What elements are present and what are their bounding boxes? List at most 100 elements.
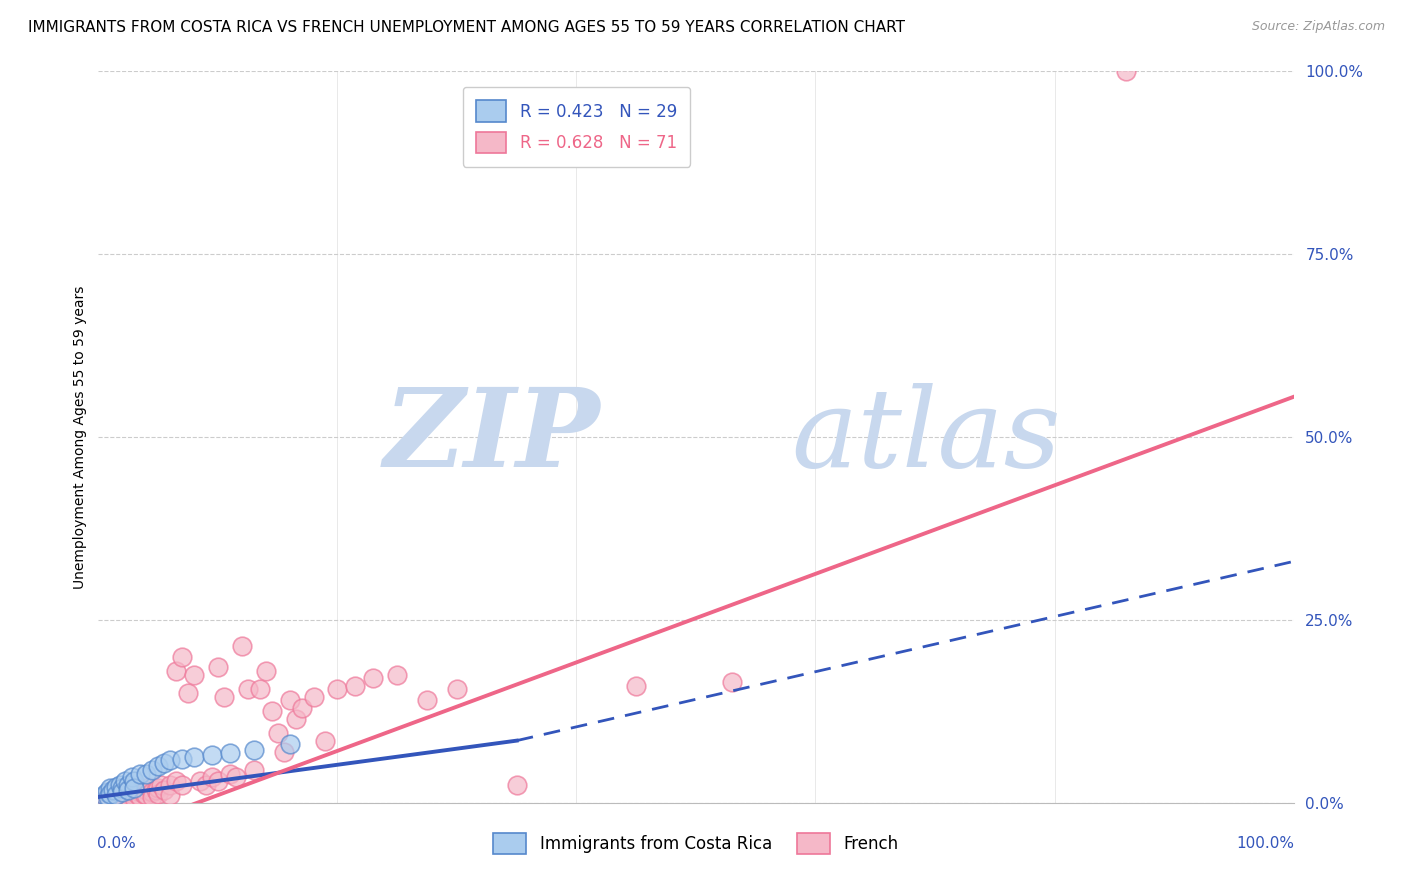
Point	[111, 781, 134, 796]
Point	[363, 672, 385, 686]
Point	[148, 787, 170, 801]
Point	[98, 789, 122, 803]
Point	[129, 766, 152, 780]
Point	[141, 785, 163, 799]
Point	[219, 746, 242, 760]
Point	[385, 667, 409, 681]
Point	[212, 690, 235, 704]
Point	[207, 660, 229, 674]
Point	[117, 782, 139, 797]
Point	[219, 766, 242, 780]
Text: 0.0%: 0.0%	[97, 836, 136, 851]
Point	[506, 778, 529, 792]
Point	[96, 785, 118, 799]
Point	[111, 789, 134, 803]
Point	[101, 789, 124, 804]
Point	[195, 778, 218, 792]
Point	[177, 686, 200, 700]
Point	[145, 782, 167, 797]
Point	[236, 682, 259, 697]
Point	[105, 780, 128, 794]
Point	[284, 712, 307, 726]
Text: IMMIGRANTS FROM COSTA RICA VS FRENCH UNEMPLOYMENT AMONG AGES 55 TO 59 YEARS CORR: IMMIGRANTS FROM COSTA RICA VS FRENCH UNE…	[28, 20, 905, 35]
Point	[159, 778, 181, 792]
Point	[135, 789, 157, 803]
Point	[93, 792, 115, 806]
Point	[97, 789, 120, 804]
Point	[153, 756, 176, 770]
Point	[121, 785, 143, 799]
Point	[188, 773, 211, 788]
Point	[172, 778, 194, 792]
Point	[105, 789, 128, 803]
Point	[207, 773, 229, 788]
Point	[124, 781, 146, 796]
Point	[165, 773, 187, 788]
Point	[267, 726, 290, 740]
Point	[278, 693, 301, 707]
Point	[98, 781, 122, 796]
Point	[148, 759, 170, 773]
Point	[278, 737, 301, 751]
Point	[201, 770, 224, 784]
Point	[159, 753, 181, 767]
Point	[114, 773, 136, 788]
Point	[96, 789, 118, 804]
Point	[302, 690, 325, 704]
Point	[260, 705, 283, 719]
Point	[124, 789, 146, 803]
Legend: Immigrants from Costa Rica, French: Immigrants from Costa Rica, French	[486, 827, 905, 860]
Point	[98, 791, 122, 805]
Point	[111, 791, 134, 805]
Point	[249, 682, 271, 697]
Point	[172, 649, 194, 664]
Point	[291, 700, 314, 714]
Point	[124, 791, 146, 805]
Point	[117, 778, 139, 792]
Point	[132, 787, 155, 801]
Point	[225, 770, 247, 784]
Point	[165, 664, 187, 678]
Point	[344, 679, 367, 693]
Point	[416, 693, 439, 707]
Point	[97, 793, 120, 807]
Point	[111, 785, 134, 799]
Point	[153, 782, 176, 797]
Point	[183, 667, 205, 681]
Point	[121, 770, 143, 784]
Point	[117, 787, 139, 801]
Point	[446, 682, 468, 697]
Point	[243, 763, 266, 777]
Point	[98, 787, 122, 801]
Point	[243, 743, 266, 757]
Point	[125, 787, 148, 801]
Point	[124, 773, 146, 788]
Point	[626, 679, 648, 693]
Y-axis label: Unemployment Among Ages 55 to 59 years: Unemployment Among Ages 55 to 59 years	[73, 285, 87, 589]
Text: Source: ZipAtlas.com: Source: ZipAtlas.com	[1251, 20, 1385, 33]
Point	[148, 781, 170, 796]
Point	[231, 639, 253, 653]
Point	[135, 766, 157, 780]
Text: ZIP: ZIP	[384, 384, 600, 491]
Point	[326, 682, 349, 697]
Point	[101, 782, 124, 797]
Point	[135, 782, 157, 797]
Point	[149, 778, 172, 792]
Point	[108, 787, 131, 801]
Point	[129, 789, 152, 804]
Point	[254, 664, 277, 678]
Point	[1115, 64, 1137, 78]
Point	[721, 675, 744, 690]
Point	[183, 750, 205, 764]
Point	[117, 789, 139, 804]
Point	[141, 789, 163, 804]
Point	[93, 789, 115, 803]
Point	[141, 763, 163, 777]
Point	[129, 785, 152, 799]
Point	[105, 789, 128, 804]
Point	[273, 745, 295, 759]
Point	[105, 792, 128, 806]
Point	[103, 787, 125, 801]
Point	[159, 789, 181, 803]
